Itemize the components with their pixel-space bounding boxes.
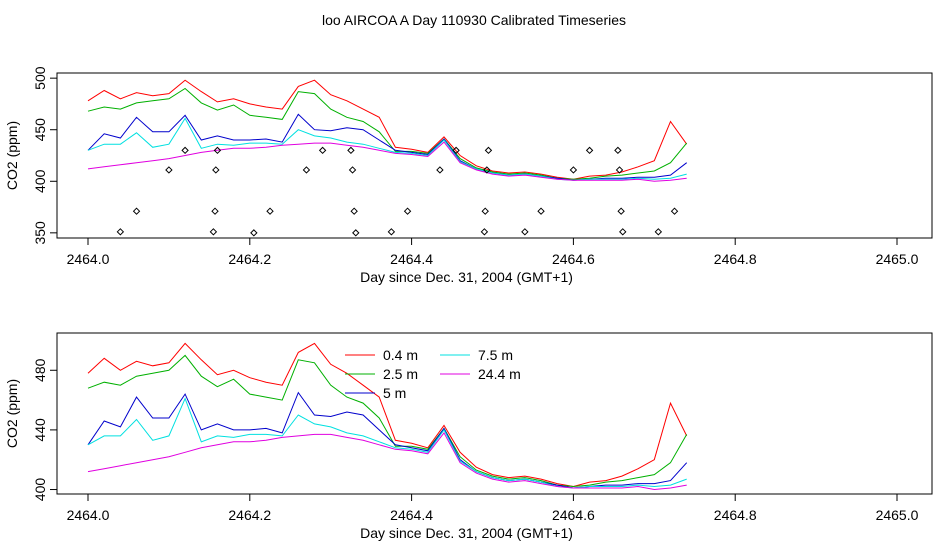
bottom-x-tick-label: 2464.6 — [552, 507, 595, 523]
bottom-y-axis-label: CO2 (ppm) — [4, 379, 20, 448]
top-data-point — [484, 146, 493, 155]
top-y-axis-label: CO2 (ppm) — [4, 121, 20, 190]
top-x-tick-label: 2465.0 — [876, 251, 919, 267]
top-data-point — [116, 228, 125, 236]
top-data-point — [614, 146, 622, 155]
top-data-point — [302, 166, 311, 174]
top-data-point — [165, 166, 173, 174]
top-data-point — [617, 207, 625, 215]
bottom-series-24-4-m-line — [87, 431, 687, 491]
top-data-point — [537, 207, 545, 215]
top-y-tick-label: 500 — [32, 66, 48, 90]
top-x-tick-label: 2464.0 — [67, 251, 110, 267]
top-data-point — [619, 228, 627, 236]
top-y-tick-label: 400 — [32, 169, 48, 193]
top-data-point — [350, 207, 358, 215]
top-data-point — [585, 146, 594, 155]
top-data-point — [483, 166, 491, 174]
top-data-point — [481, 207, 489, 215]
top-data-point — [250, 229, 258, 237]
top-x-axis-label: Day since Dec. 31, 2004 (GMT+1) — [360, 269, 573, 285]
top-data-point — [387, 228, 396, 236]
bottom-x-tick-label: 2465.0 — [876, 507, 919, 523]
legend-label-2-5-m: 2.5 m — [383, 366, 418, 382]
top-y-tick-label: 450 — [32, 118, 48, 142]
bottom-panel: 2464.0 2464.2 2464.4 2464.6 2464.8 2465.0 400 4… — [4, 332, 933, 541]
top-series-0-4-m-line — [87, 79, 688, 180]
top-data-point — [213, 146, 222, 155]
legend: 0.4 m 2.5 m 5 m 7.5 m 24.4 m — [345, 347, 521, 401]
legend-label-24-4-m: 24.4 m — [478, 366, 521, 382]
bottom-x-tick-label: 2464.4 — [390, 507, 433, 523]
top-data-point — [348, 166, 357, 174]
bottom-plot-frame — [56, 332, 933, 495]
top-data-point — [654, 228, 663, 236]
top-data-point — [209, 228, 218, 236]
bottom-x-axis-label: Day since Dec. 31, 2004 (GMT+1) — [360, 525, 573, 541]
bottom-series-5-m-line — [87, 391, 688, 489]
top-series-24-4-m-line — [87, 141, 687, 182]
top-data-point — [181, 146, 189, 155]
top-data-point — [212, 166, 220, 174]
bottom-x-tick-label: 2464.2 — [228, 507, 271, 523]
top-data-point — [452, 146, 460, 155]
top-data-point — [318, 146, 327, 155]
top-data-point — [352, 229, 360, 237]
top-data-point — [521, 228, 529, 236]
top-data-point — [211, 207, 219, 215]
top-x-tick-label: 2464.8 — [714, 251, 757, 267]
bottom-series-2-5-m-line — [87, 354, 688, 488]
top-series-7-5-m-line — [87, 117, 687, 181]
top-data-point — [569, 166, 578, 174]
top-x-tick-label: 2464.2 — [228, 251, 271, 267]
top-data-point — [480, 228, 489, 236]
top-y-tick-label: 350 — [32, 221, 48, 245]
bottom-series-0-4-m-line — [87, 342, 688, 488]
top-data-point — [615, 166, 624, 174]
bottom-x-tick-label: 2464.8 — [714, 507, 757, 523]
legend-label-5-m: 5 m — [383, 385, 406, 401]
top-data-point — [670, 207, 679, 215]
top-x-tick-label: 2464.4 — [390, 251, 433, 267]
top-data-point — [347, 146, 355, 155]
top-plot-frame — [56, 72, 933, 239]
top-series-5-m-line — [87, 113, 688, 181]
top-data-point — [132, 207, 141, 215]
legend-label-0-4-m: 0.4 m — [383, 347, 418, 363]
top-data-point — [266, 207, 274, 215]
bottom-series-7-5-m-line — [87, 397, 687, 489]
legend-label-7-5-m: 7.5 m — [478, 347, 513, 363]
bottom-x-tick-label: 2464.0 — [67, 507, 110, 523]
figure-title: loo AIRCOA A Day 110930 Calibrated Times… — [322, 12, 626, 28]
top-data-point — [403, 207, 412, 215]
top-series-2-5-m-line — [87, 87, 688, 180]
bottom-y-tick-label: 440 — [32, 418, 48, 442]
top-x-tick-label: 2464.6 — [552, 251, 595, 267]
bottom-y-tick-label: 400 — [32, 478, 48, 502]
bottom-y-tick-label: 480 — [32, 358, 48, 382]
top-data-point — [436, 166, 444, 174]
top-panel: 2464.0 2464.2 2464.4 2464.6 2464.8 2465.0 350 4… — [4, 66, 933, 285]
